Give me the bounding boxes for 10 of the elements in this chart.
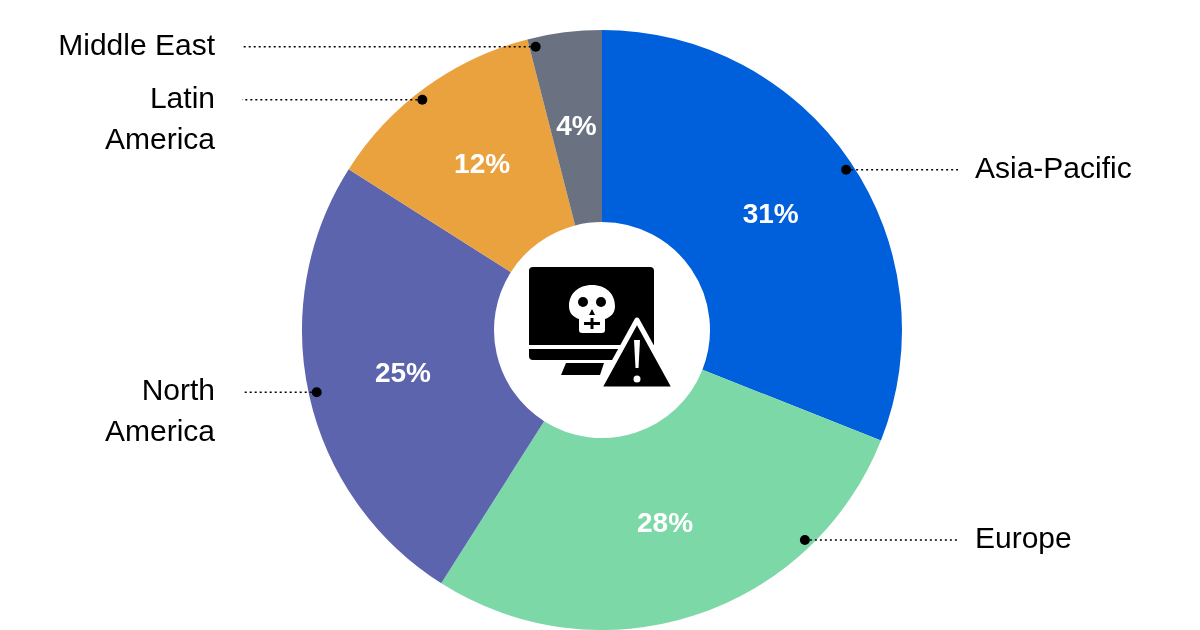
slice-label: Middle East (58, 28, 216, 62)
slice-label: Asia-Pacific (975, 151, 1132, 185)
data-label: 12% (454, 147, 511, 179)
slice-label: Latin America (104, 81, 216, 156)
slice-label: North America (104, 373, 216, 448)
data-label: 4% (556, 110, 597, 142)
data-label: 25% (374, 357, 432, 389)
slice-label: Europe (975, 521, 1072, 555)
data-label: 31% (742, 198, 799, 230)
data-label: 28% (637, 506, 694, 538)
